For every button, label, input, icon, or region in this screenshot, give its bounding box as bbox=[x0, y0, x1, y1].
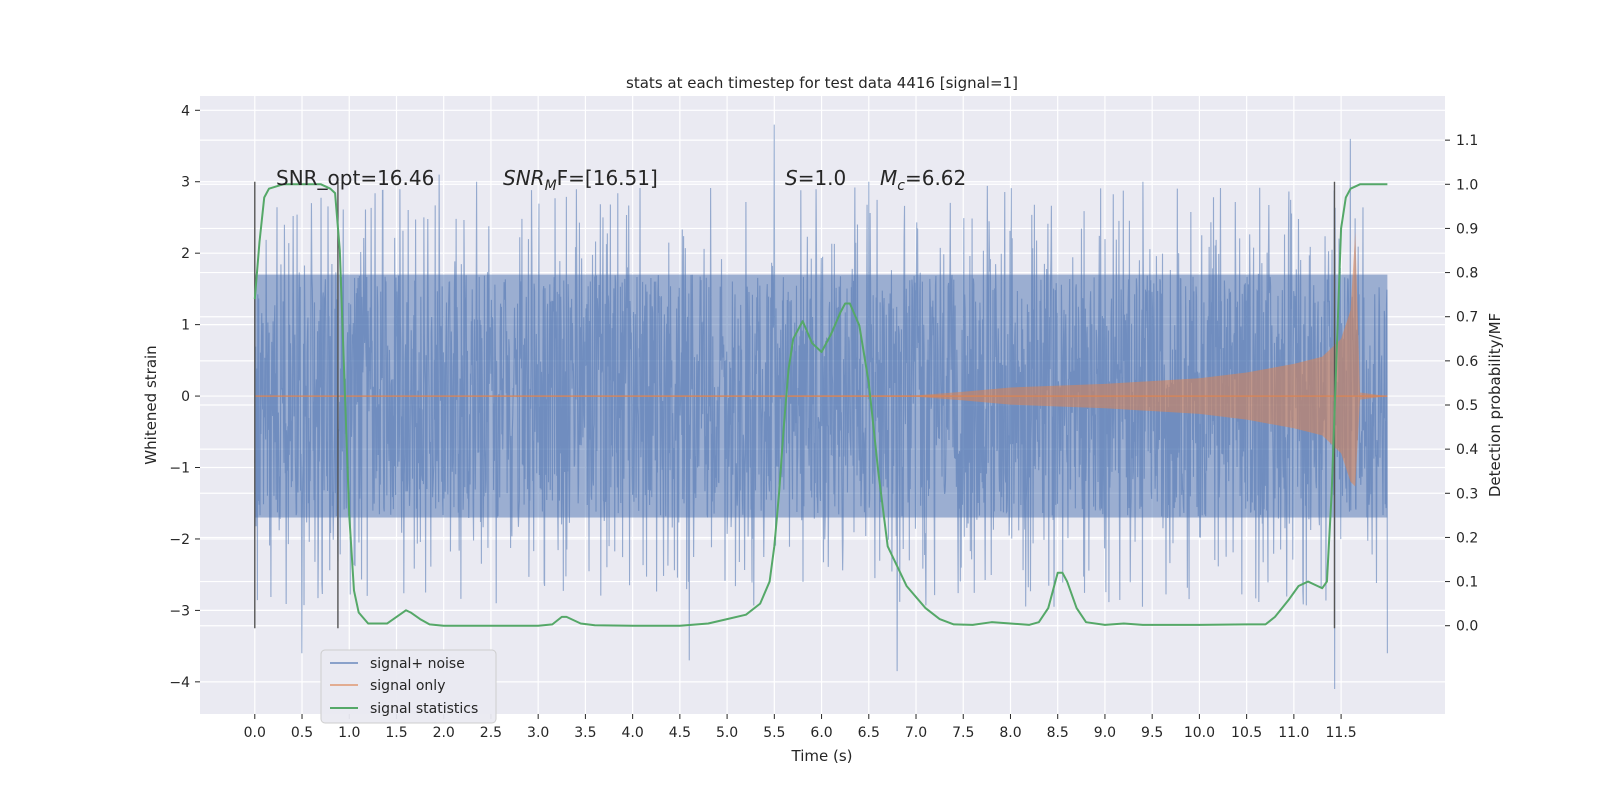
x-tick-label-8: 8.0 bbox=[999, 725, 1021, 741]
annotation-snr-mf-sub: M bbox=[545, 178, 557, 194]
x-tick-label-5: 5.0 bbox=[716, 725, 738, 741]
annotation-snr-mf-base: SNR bbox=[503, 166, 545, 190]
x-tick-label-10-5: 10.5 bbox=[1231, 725, 1262, 741]
y-axis-ticks: −4 −3 −2 −1 0 1 2 3 4 bbox=[169, 103, 200, 691]
x-tick-label-1-5: 1.5 bbox=[385, 725, 407, 741]
noise-trace bbox=[254, 124, 1388, 689]
x-axis-ticks: 0.0 0.5 1.0 1.5 2.0 2.5 3.0 3.5 4.0 4.5 5.0 5.5 6.0 6… bbox=[244, 714, 1357, 741]
x-tick-label-3-5: 3.5 bbox=[574, 725, 596, 741]
y2-tick-label-1-1: 1.1 bbox=[1456, 133, 1478, 149]
y2-tick-label-0-9: 0.9 bbox=[1456, 221, 1478, 237]
legend: signal+ noise signal only signal statist… bbox=[320, 649, 497, 724]
series-signal-statistics bbox=[253, 183, 1388, 627]
x-tick-label-9-5: 9.5 bbox=[1141, 725, 1163, 741]
annotation-s-symbol: S bbox=[785, 166, 798, 190]
x-tick-label-4-5: 4.5 bbox=[669, 725, 691, 741]
y-axis-label: Whitened strain bbox=[142, 345, 160, 464]
x-tick-label-7-5: 7.5 bbox=[952, 725, 974, 741]
x-tick-label-0: 0.0 bbox=[244, 725, 266, 741]
y2-tick-label-1: 1.0 bbox=[1456, 177, 1478, 193]
y2-tick-label-0-7: 0.7 bbox=[1456, 310, 1478, 326]
x-tick-label-3: 3.0 bbox=[527, 725, 549, 741]
statistics-line bbox=[253, 183, 1388, 627]
annotation-mc: Mc=6.62 bbox=[880, 166, 966, 194]
x-tick-label-7: 7.0 bbox=[905, 725, 927, 741]
y2-tick-label-0-8: 0.8 bbox=[1456, 266, 1478, 282]
y-tick-label-2: 2 bbox=[181, 246, 190, 262]
y-tick-label-0: 0 bbox=[181, 389, 190, 405]
legend-label-signal-only: signal only bbox=[370, 678, 445, 694]
annotation-snr-opt: SNR_opt=16.46 bbox=[276, 166, 434, 190]
legend-label-signal-noise: signal+ noise bbox=[370, 656, 465, 672]
y-tick-label-4: 4 bbox=[181, 103, 190, 119]
y2-tick-label-0-6: 0.6 bbox=[1456, 354, 1478, 370]
annotation-mc-sub: c bbox=[897, 178, 905, 194]
x-tick-label-0-5: 0.5 bbox=[291, 725, 313, 741]
x-tick-label-6-5: 6.5 bbox=[858, 725, 880, 741]
y2-tick-label-0-5: 0.5 bbox=[1456, 398, 1478, 414]
y2-tick-label-0-2: 0.2 bbox=[1456, 530, 1478, 546]
y2-tick-label-0-1: 0.1 bbox=[1456, 575, 1478, 591]
chart-title: stats at each timestep for test data 441… bbox=[626, 74, 1018, 92]
x-tick-label-5-5: 5.5 bbox=[763, 725, 785, 741]
annotation-mc-rest: =6.62 bbox=[905, 166, 966, 190]
x-tick-label-11-5: 11.5 bbox=[1326, 725, 1357, 741]
y-tick-label-1: −1 bbox=[169, 461, 190, 477]
y2-tick-label-0: 0.0 bbox=[1456, 619, 1478, 635]
x-tick-label-8-5: 8.5 bbox=[1047, 725, 1069, 741]
x-tick-label-4: 4.0 bbox=[621, 725, 643, 741]
annotation-snr-mf-rest: F=[16.51] bbox=[557, 166, 658, 190]
x-tick-label-2-5: 2.5 bbox=[480, 725, 502, 741]
y2-tick-label-0-4: 0.4 bbox=[1456, 442, 1478, 458]
legend-box bbox=[320, 649, 497, 724]
y2-tick-label-0-3: 0.3 bbox=[1456, 486, 1478, 502]
legend-label-signal-statistics: signal statistics bbox=[370, 701, 478, 717]
x-tick-label-1: 1.0 bbox=[338, 725, 360, 741]
y2-axis-ticks: 0.0 0.1 0.2 0.3 0.4 0.5 0.6 0.7 0.8 0.9 1.0 1.1 bbox=[1445, 133, 1478, 635]
y-tick-label-4: −4 bbox=[169, 675, 190, 691]
x-axis-label: Time (s) bbox=[791, 747, 853, 765]
annotation-s: S=1.0 bbox=[785, 166, 846, 190]
x-tick-label-6: 6.0 bbox=[810, 725, 832, 741]
annotation-snr-mf: SNRMF=[16.51] bbox=[503, 166, 658, 194]
y-tick-label-3: 3 bbox=[181, 175, 190, 191]
y-tick-label-1: 1 bbox=[181, 318, 190, 334]
series-signal-only bbox=[254, 231, 1388, 487]
x-tick-label-11: 11.0 bbox=[1278, 725, 1309, 741]
y2-axis-label: Detection probability/MF bbox=[1486, 313, 1504, 497]
annotation-s-value: =1.0 bbox=[798, 166, 847, 190]
y-tick-label-2: −2 bbox=[169, 532, 190, 548]
x-tick-label-9: 9.0 bbox=[1094, 725, 1116, 741]
x-tick-label-2: 2.0 bbox=[433, 725, 455, 741]
annotation-mc-base: M bbox=[880, 166, 897, 190]
y-tick-label-3: −3 bbox=[169, 603, 190, 619]
x-tick-label-10: 10.0 bbox=[1184, 725, 1215, 741]
